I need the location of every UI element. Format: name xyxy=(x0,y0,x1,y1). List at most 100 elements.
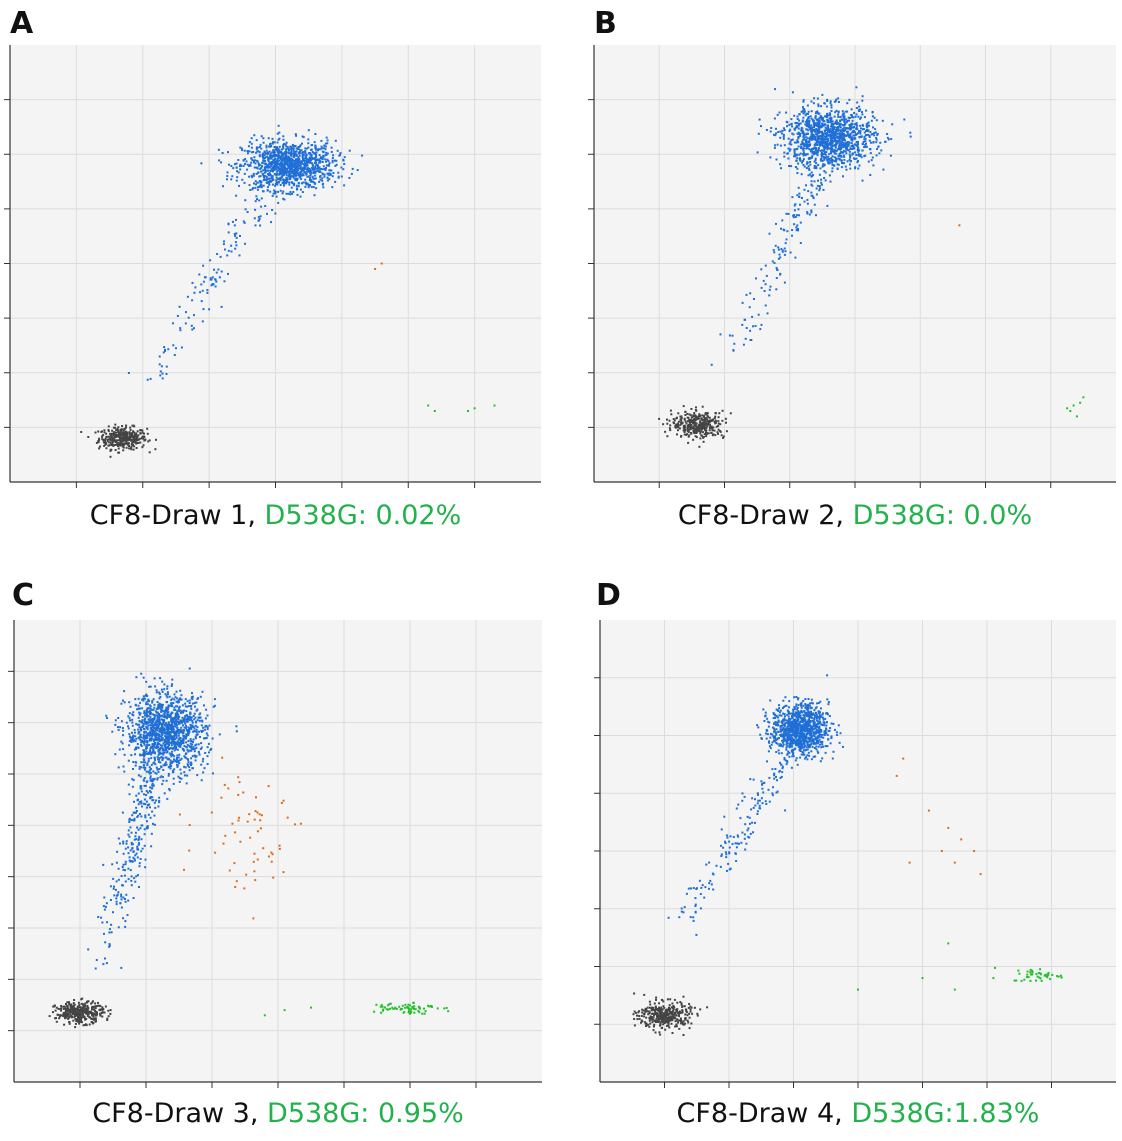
data-point-wildtype xyxy=(857,143,859,146)
data-point-wildtype xyxy=(840,154,843,157)
data-point-wildtype xyxy=(163,719,166,722)
data-point-wildtype xyxy=(300,169,303,172)
data-point-wildtype xyxy=(325,136,328,139)
data-point-wildtype xyxy=(133,748,136,751)
data-point-negative xyxy=(62,1007,65,1010)
data-point-wildtype xyxy=(788,142,791,145)
data-point-negative xyxy=(680,421,682,424)
data-point-negative xyxy=(684,411,687,413)
data-point-wildtype xyxy=(168,739,171,742)
data-point-wildtype xyxy=(858,108,861,111)
data-point-wildtype xyxy=(162,351,165,354)
data-point-wildtype xyxy=(307,167,310,170)
data-point-wildtype xyxy=(768,288,771,291)
data-point-wildtype xyxy=(851,116,853,119)
data-point-wildtype xyxy=(267,159,270,161)
data-point-negative xyxy=(112,426,115,429)
data-point-wildtype xyxy=(805,124,808,127)
data-point-negative xyxy=(686,433,689,436)
data-point-wildtype xyxy=(287,192,290,195)
data-point-wildtype xyxy=(302,169,305,172)
data-point-wildtype xyxy=(259,183,262,186)
data-point-wildtype xyxy=(148,719,151,722)
data-point-wildtype xyxy=(843,134,846,137)
data-point-negative xyxy=(141,431,144,434)
data-point-wildtype xyxy=(303,166,306,169)
data-point-negative xyxy=(693,419,696,422)
data-point-wildtype xyxy=(240,147,243,150)
data-point-wildtype xyxy=(146,703,149,706)
data-point-wildtype xyxy=(314,152,317,155)
data-point-wildtype xyxy=(798,153,801,156)
data-point-wildtype xyxy=(285,176,288,179)
data-point-wildtype xyxy=(258,164,260,167)
data-point-wildtype xyxy=(763,290,766,292)
data-point-wildtype xyxy=(302,153,305,156)
data-point-negative xyxy=(690,418,692,421)
data-point-wildtype xyxy=(167,713,170,716)
data-point-wildtype xyxy=(234,163,236,166)
data-point-wildtype xyxy=(865,142,867,145)
data-point-negative xyxy=(108,444,111,447)
data-point-wildtype xyxy=(909,135,912,138)
data-point-wildtype xyxy=(279,170,282,173)
data-point-wildtype xyxy=(267,169,270,172)
data-point-negative xyxy=(80,1020,83,1023)
data-point-wildtype xyxy=(262,152,265,155)
data-point-wildtype xyxy=(271,177,274,179)
data-point-negative xyxy=(71,1010,74,1013)
data-point-wildtype xyxy=(235,244,238,247)
data-point-negative xyxy=(662,423,665,426)
data-point-negative xyxy=(698,421,701,424)
data-point-negative xyxy=(124,433,127,436)
data-point-wildtype xyxy=(222,185,224,188)
data-point-wildtype xyxy=(137,746,140,749)
data-point-wildtype xyxy=(296,159,299,162)
data-point-negative xyxy=(81,1011,84,1014)
data-point-wildtype xyxy=(262,137,265,140)
data-point-wildtype xyxy=(840,118,843,121)
data-point-wildtype xyxy=(342,159,345,162)
data-point-wildtype xyxy=(161,749,164,752)
data-point-wildtype xyxy=(296,187,298,190)
data-point-wildtype xyxy=(820,122,823,125)
data-point-negative xyxy=(109,1012,112,1015)
data-point-wildtype xyxy=(186,743,189,746)
data-point-wildtype xyxy=(170,735,173,738)
data-point-wildtype xyxy=(271,209,274,211)
data-point-wildtype xyxy=(305,158,308,161)
data-point-negative xyxy=(666,422,669,425)
data-point-wildtype xyxy=(821,132,824,135)
data-point-wildtype xyxy=(142,734,145,737)
data-point-wildtype xyxy=(283,156,286,159)
data-point-wildtype xyxy=(810,110,813,113)
data-point-wildtype xyxy=(751,315,754,318)
data-point-wildtype xyxy=(802,164,805,166)
data-point-wildtype xyxy=(149,786,152,789)
data-point-wildtype xyxy=(823,152,826,155)
data-point-wildtype xyxy=(282,167,285,170)
data-point-wildtype xyxy=(143,742,146,744)
data-point-wildtype xyxy=(184,715,187,718)
data-point-wildtype xyxy=(169,715,172,718)
data-point-negative xyxy=(126,432,128,435)
data-point-wildtype xyxy=(813,123,816,126)
data-point-wildtype xyxy=(161,728,164,731)
data-point-negative xyxy=(694,435,697,438)
data-point-wildtype xyxy=(146,732,149,735)
data-point-wildtype xyxy=(289,175,291,178)
data-point-wildtype xyxy=(200,162,203,165)
data-point-wildtype xyxy=(130,754,133,757)
data-point-wildtype xyxy=(320,145,323,148)
data-point-wildtype xyxy=(849,163,851,166)
data-point-wildtype xyxy=(325,164,328,167)
data-point-negative xyxy=(141,436,144,439)
data-point-wildtype xyxy=(178,706,180,709)
data-point-wildtype xyxy=(255,195,258,198)
data-point-wildtype xyxy=(872,164,875,167)
data-point-wildtype xyxy=(795,141,798,144)
data-point-wildtype xyxy=(264,163,267,166)
data-point-wildtype xyxy=(826,158,829,161)
data-point-wildtype xyxy=(871,156,874,159)
data-point-wildtype xyxy=(825,156,828,159)
